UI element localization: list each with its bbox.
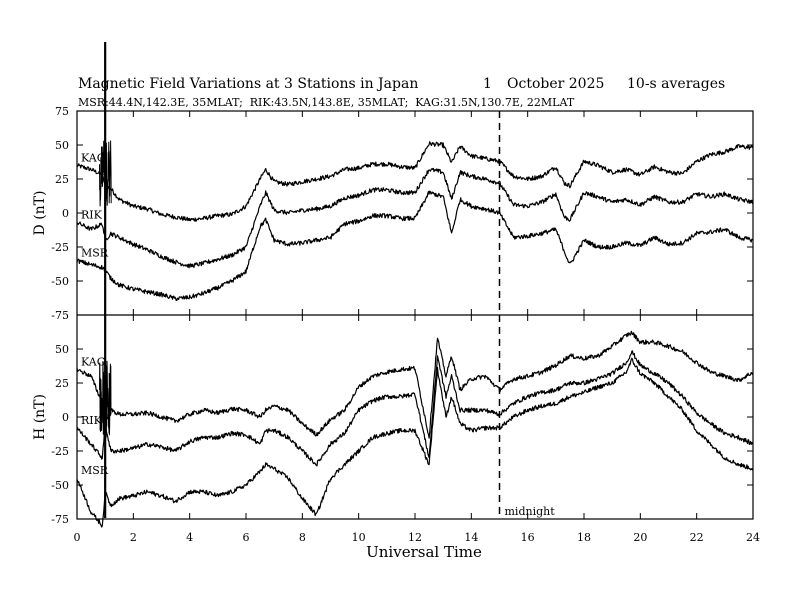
y-tick-label: -50 bbox=[51, 479, 69, 492]
storm-spike bbox=[99, 42, 112, 518]
x-tick-label: 8 bbox=[299, 531, 306, 544]
date-day: 1 bbox=[483, 76, 492, 92]
station-coordinates: MSR:44.4N,142.3E, 35MLAT; RIK:43.5N,143.… bbox=[78, 96, 575, 109]
y-tick-label: 50 bbox=[55, 343, 69, 356]
x-tick-label: 22 bbox=[690, 531, 704, 544]
date-month-year: October 2025 bbox=[507, 76, 604, 92]
x-tick-label: 24 bbox=[746, 531, 760, 544]
series-line-kag bbox=[76, 141, 754, 222]
x-tick-label: 12 bbox=[408, 531, 422, 544]
h-panel-ylabel: H (nT) bbox=[32, 394, 48, 440]
y-tick-label: 50 bbox=[55, 139, 69, 152]
x-tick-label: 18 bbox=[577, 531, 591, 544]
y-tick-label: -50 bbox=[51, 275, 69, 288]
series-line-kag bbox=[76, 330, 754, 439]
y-tick-label: 0 bbox=[62, 411, 69, 424]
y-tick-label: -75 bbox=[51, 309, 69, 322]
x-tick-label: 20 bbox=[633, 531, 647, 544]
chart-title: Magnetic Field Variations at 3 Stations … bbox=[78, 76, 418, 92]
x-tick-label: 16 bbox=[521, 531, 535, 544]
y-tick-label: 25 bbox=[55, 173, 69, 186]
x-tick-label: 2 bbox=[130, 531, 137, 544]
d-panel-ylabel: D (nT) bbox=[32, 191, 48, 236]
station-label-kag: KAG bbox=[81, 151, 106, 164]
station-label-kag: KAG bbox=[81, 355, 106, 368]
y-tick-label: -75 bbox=[51, 513, 69, 526]
station-label-msr: MSR bbox=[81, 247, 109, 260]
series-line-msr bbox=[76, 190, 754, 301]
station-label-rik: RIK bbox=[81, 209, 103, 222]
y-tick-label: 25 bbox=[55, 377, 69, 390]
series-line-rik bbox=[76, 167, 754, 269]
y-tick-label: 0 bbox=[62, 207, 69, 220]
series-line-msr bbox=[76, 357, 754, 528]
x-tick-label: 6 bbox=[243, 531, 250, 544]
x-tick-label: 0 bbox=[74, 531, 81, 544]
title-row: Magnetic Field Variations at 3 Stations … bbox=[78, 76, 725, 92]
station-label-msr: MSR bbox=[81, 464, 109, 477]
data-series: KAG RIK MSR KAG RIK MSR bbox=[76, 141, 754, 528]
x-tick-label: 10 bbox=[352, 531, 366, 544]
series-line-rik bbox=[76, 350, 754, 467]
y-tick-label: -25 bbox=[51, 241, 69, 254]
storm-spike-h-burst bbox=[99, 360, 112, 438]
station-label-rik: RIK bbox=[81, 414, 103, 427]
midnight-label: midnight bbox=[505, 505, 556, 518]
x-tick-label: 4 bbox=[186, 531, 193, 544]
y-tick-label: -25 bbox=[51, 445, 69, 458]
averaging-label: 10-s averages bbox=[627, 76, 725, 92]
storm-spike-d-burst bbox=[99, 140, 112, 207]
x-tick-label: 14 bbox=[464, 531, 478, 544]
y-tick-label: 75 bbox=[55, 105, 69, 118]
x-axis-label: Universal Time bbox=[366, 543, 482, 561]
